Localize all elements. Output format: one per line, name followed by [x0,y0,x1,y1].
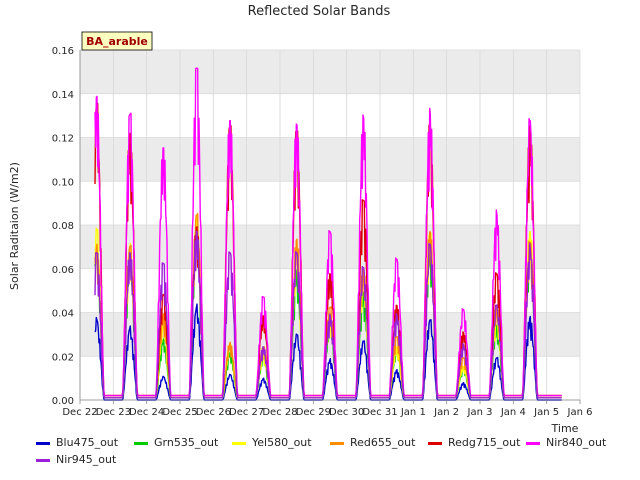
annotation-box-background [81,31,153,51]
legend-label: Redg715_out [448,436,521,449]
legend-item: Red655_out [330,436,415,449]
legend-swatch [526,441,540,445]
x-tick-label: Dec 22 [62,407,97,418]
legend-label: Nir840_out [546,436,607,449]
legend-item: Redg715_out [428,436,520,449]
plot-band [80,137,580,182]
legend-item: Yel580_out [232,436,312,449]
legend-swatch [36,458,50,462]
legend-label: Red655_out [350,436,416,449]
series-line-Nir945_out [94,230,562,399]
x-tick-label: Dec 25 [162,407,197,418]
chart-title: Reflected Solar Bands [248,4,391,19]
x-tick-label: Jan 6 [567,407,593,418]
series-line-Nir840_out [94,67,562,397]
x-tick-label: Dec 29 [296,407,331,418]
legend-item: Nir840_out [526,436,606,449]
y-tick-label: 0.06 [52,265,74,276]
x-tick-label: Jan 1 [400,407,426,418]
y-axis-label: Solar Raditaion (W/m2) [8,162,21,290]
x-tick-label: Dec 28 [262,407,297,418]
x-tick-label: Jan 3 [467,407,493,418]
y-tick-label: 0.16 [52,46,74,57]
legend-swatch [134,441,148,445]
x-tick-label: Dec 24 [129,407,164,418]
y-tick-label: 0.12 [52,134,74,145]
legend-swatch [36,441,50,445]
y-tick-label: 0.10 [52,177,74,188]
x-tick-label: Dec 26 [196,407,231,418]
legend-item: Grn535_out [134,436,218,449]
y-tick-label: 0.02 [52,352,74,363]
y-tick-label: 0.04 [52,309,74,320]
x-tick-label: Dec 27 [229,407,264,418]
x-tick-label: Dec 23 [96,407,131,418]
legend-swatch [232,441,246,445]
legend-item: Blu475_out [36,436,118,449]
annotation-text: BA_arable [86,35,148,48]
legend-label: Blu475_out [56,436,119,449]
y-tick-label: 0.00 [52,396,74,407]
legend-label: Nir945_out [56,453,117,466]
y-tick-label: 0.14 [52,90,74,101]
x-axis-label: Time [551,422,579,435]
x-tick-label: Jan 5 [533,407,559,418]
x-tick-label: Jan 4 [500,407,526,418]
x-tick-label: Dec 31 [362,407,397,418]
annotation-box: BA_arable [81,31,153,51]
legend-item: Nir945_out [36,453,116,466]
legend-label: Yel580_out [252,436,312,449]
x-tick-label: Dec 30 [329,407,364,418]
x-tick-label: Jan 2 [433,407,459,418]
y-tick-label: 0.08 [52,221,74,232]
axes: 0.00 0.02 0.04 0.06 0.08 0.10 0.12 0.14 0.16 Dec … [52,46,593,418]
legend-swatch [428,441,442,445]
legend-label: Grn535_out [154,436,219,449]
plot-band [80,50,580,94]
legend-swatch [330,441,344,445]
